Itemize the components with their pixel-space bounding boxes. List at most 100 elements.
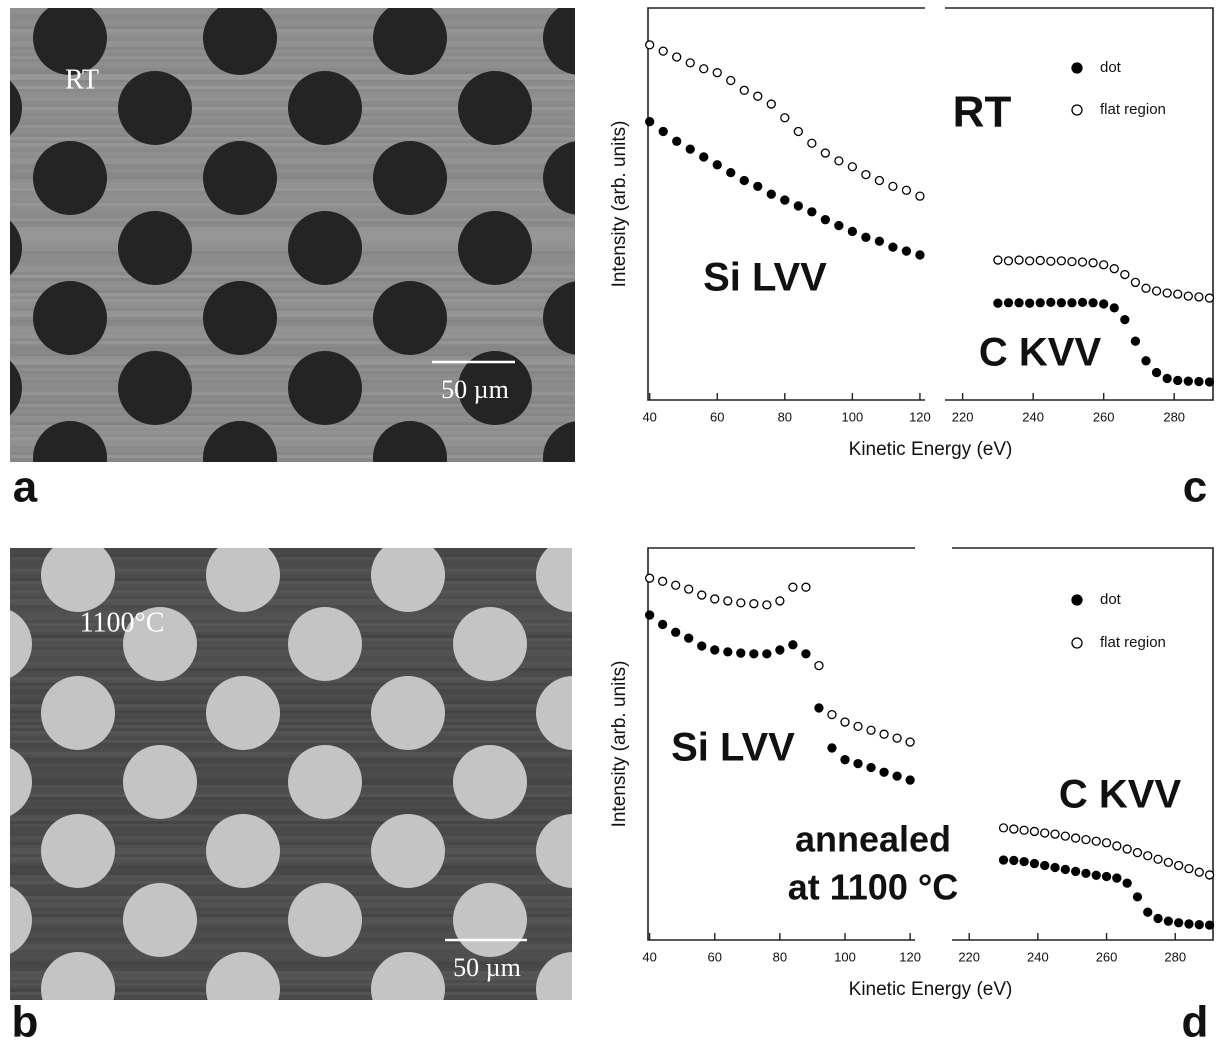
data-point [1195,378,1203,386]
data-point [698,642,706,650]
data-point [1082,836,1090,844]
data-point [1079,298,1087,306]
x-tick-label: 60 [708,949,722,964]
data-point [1144,852,1152,860]
data-point [906,738,914,746]
data-point [1163,289,1171,297]
x-tick-label: 80 [773,949,787,964]
x-tick-label: 220 [958,949,980,964]
data-point [1026,299,1034,307]
image-dot [118,351,192,425]
data-point [1206,871,1214,879]
data-point [1061,832,1069,840]
data-point [673,137,681,145]
data-point [916,251,924,259]
data-point [740,176,748,184]
data-point [750,600,758,608]
data-point [1051,830,1059,838]
legend-marker [1072,638,1082,648]
data-point [646,118,654,126]
data-point [1184,292,1192,300]
image-dot [458,211,532,285]
y-axis-label: Intensity (arb. units) [609,661,630,828]
data-point [1133,893,1141,901]
image-dot [41,676,115,750]
data-point [1174,290,1182,298]
panel-letter: a [13,463,38,512]
data-point [1010,856,1018,864]
data-point [1142,284,1150,292]
data-point [1144,908,1152,916]
data-point [1121,271,1129,279]
image-dot [373,1,447,75]
data-point [1205,294,1213,302]
data-point [1164,858,1172,866]
data-point [1123,845,1131,853]
data-point [711,646,719,654]
data-point [880,768,888,776]
data-point [835,157,843,165]
data-point [1195,293,1203,301]
x-tick-label: 40 [642,949,656,964]
data-point [789,583,797,591]
data-point [1004,257,1012,265]
data-point [1110,265,1118,273]
data-point [713,161,721,169]
x-tick-label: 100 [834,949,856,964]
data-point [686,145,694,153]
data-point [994,256,1002,264]
axis-frame [952,548,1213,940]
image-texture [10,287,575,290]
x-axis-label: Kinetic Energy (eV) [849,439,1013,460]
data-point [862,171,870,179]
data-point [1092,837,1100,845]
data-point [1103,839,1111,847]
data-point [802,650,810,658]
data-point [1068,258,1076,266]
data-point [1030,827,1038,835]
data-point [1123,879,1131,887]
legend-marker [1072,105,1082,115]
data-point [685,634,693,642]
data-point [727,77,735,85]
data-point [1010,825,1018,833]
data-point [1153,369,1161,377]
data-point [1164,917,1172,925]
y-axis-label: Intensity (arb. units) [609,121,630,288]
data-point [646,41,654,49]
data-point [916,192,924,200]
data-point [1205,378,1213,386]
data-point [711,595,719,603]
image-dot [206,952,280,1026]
data-point [1110,304,1118,312]
data-point [802,583,810,591]
image-dot [123,883,197,957]
data-point [1026,257,1034,265]
data-point [672,581,680,589]
data-point [875,237,883,245]
data-point [1121,316,1129,324]
data-point [893,772,901,780]
data-point [1206,921,1214,929]
data-point [1100,261,1108,269]
data-point [737,599,745,607]
data-point [1131,337,1139,345]
data-point [727,169,735,177]
data-point [789,641,797,649]
image-dot [543,141,617,215]
data-point [700,65,708,73]
data-point [902,247,910,255]
image-texture [10,206,575,209]
image-dot [288,71,362,145]
data-point [646,611,654,619]
data-point [1154,855,1162,863]
data-point [724,597,732,605]
data-point [841,756,849,764]
data-point [1184,377,1192,385]
data-point [1057,257,1065,265]
data-point [889,182,897,190]
data-point [754,182,762,190]
data-point [776,646,784,654]
data-point [1036,299,1044,307]
image-dot [458,71,532,145]
